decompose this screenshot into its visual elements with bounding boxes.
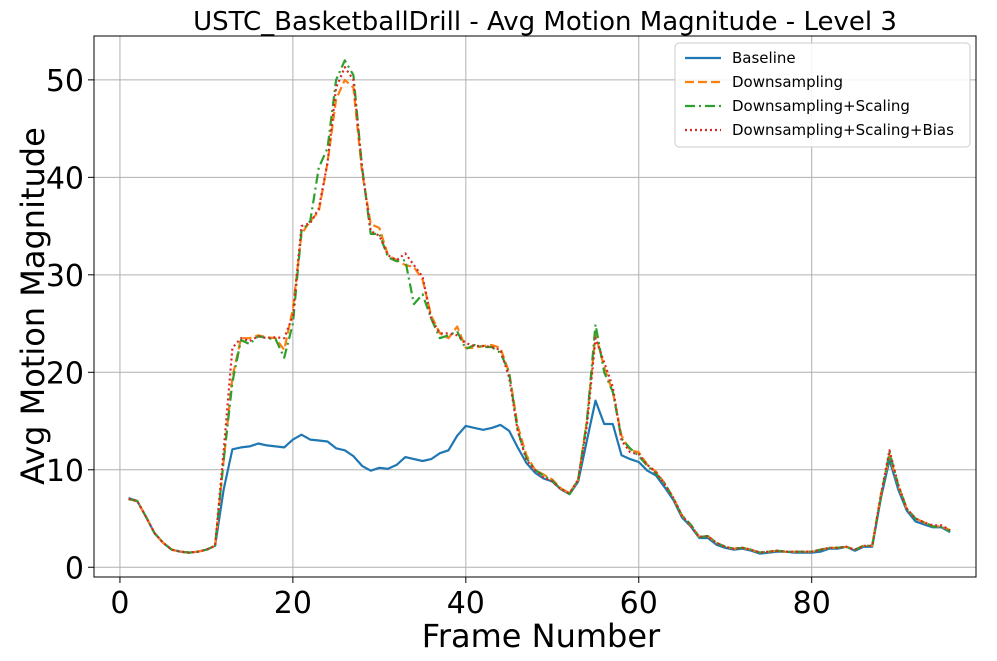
- legend: Baseline Downsampling Downsampling+Scaling…: [674, 42, 971, 148]
- y-tick-label: 20: [46, 356, 84, 391]
- x-axis-ticks: 0 20 40 60 80: [110, 577, 831, 621]
- chart-title: USTC_BasketballDrill - Avg Motion Magnit…: [193, 7, 897, 37]
- plot-frame: [93, 35, 977, 578]
- series-line-downsampling-scaling-bias: [128, 66, 951, 554]
- y-axis-label: Avg Motion Magnitude: [14, 127, 52, 485]
- x-tick-label: 0: [110, 586, 129, 621]
- y-tick-label: 10: [46, 454, 84, 489]
- y-tick-label: 30: [46, 259, 84, 294]
- legend-label: Downsampling+Scaling+Bias: [732, 121, 954, 139]
- x-tick-label: 60: [620, 586, 658, 621]
- y-tick-label: 40: [46, 161, 84, 196]
- legend-box: [674, 42, 971, 148]
- x-tick-label: 40: [447, 586, 485, 621]
- legend-label: Baseline: [732, 49, 796, 67]
- grid: [94, 36, 976, 577]
- series-line-baseline: [128, 399, 951, 555]
- y-axis-ticks: 0 10 20 30 40 50: [46, 64, 94, 586]
- legend-label: Downsampling: [732, 73, 843, 91]
- y-tick-label: 0: [65, 551, 84, 586]
- x-tick-label: 20: [274, 586, 312, 621]
- series-line-downsampling: [128, 78, 951, 554]
- x-axis-label: Frame Number: [422, 617, 661, 655]
- x-tick-label: 80: [793, 586, 831, 621]
- legend-label: Downsampling+Scaling: [732, 97, 910, 115]
- series-group: [128, 59, 951, 555]
- y-tick-label: 50: [46, 64, 84, 99]
